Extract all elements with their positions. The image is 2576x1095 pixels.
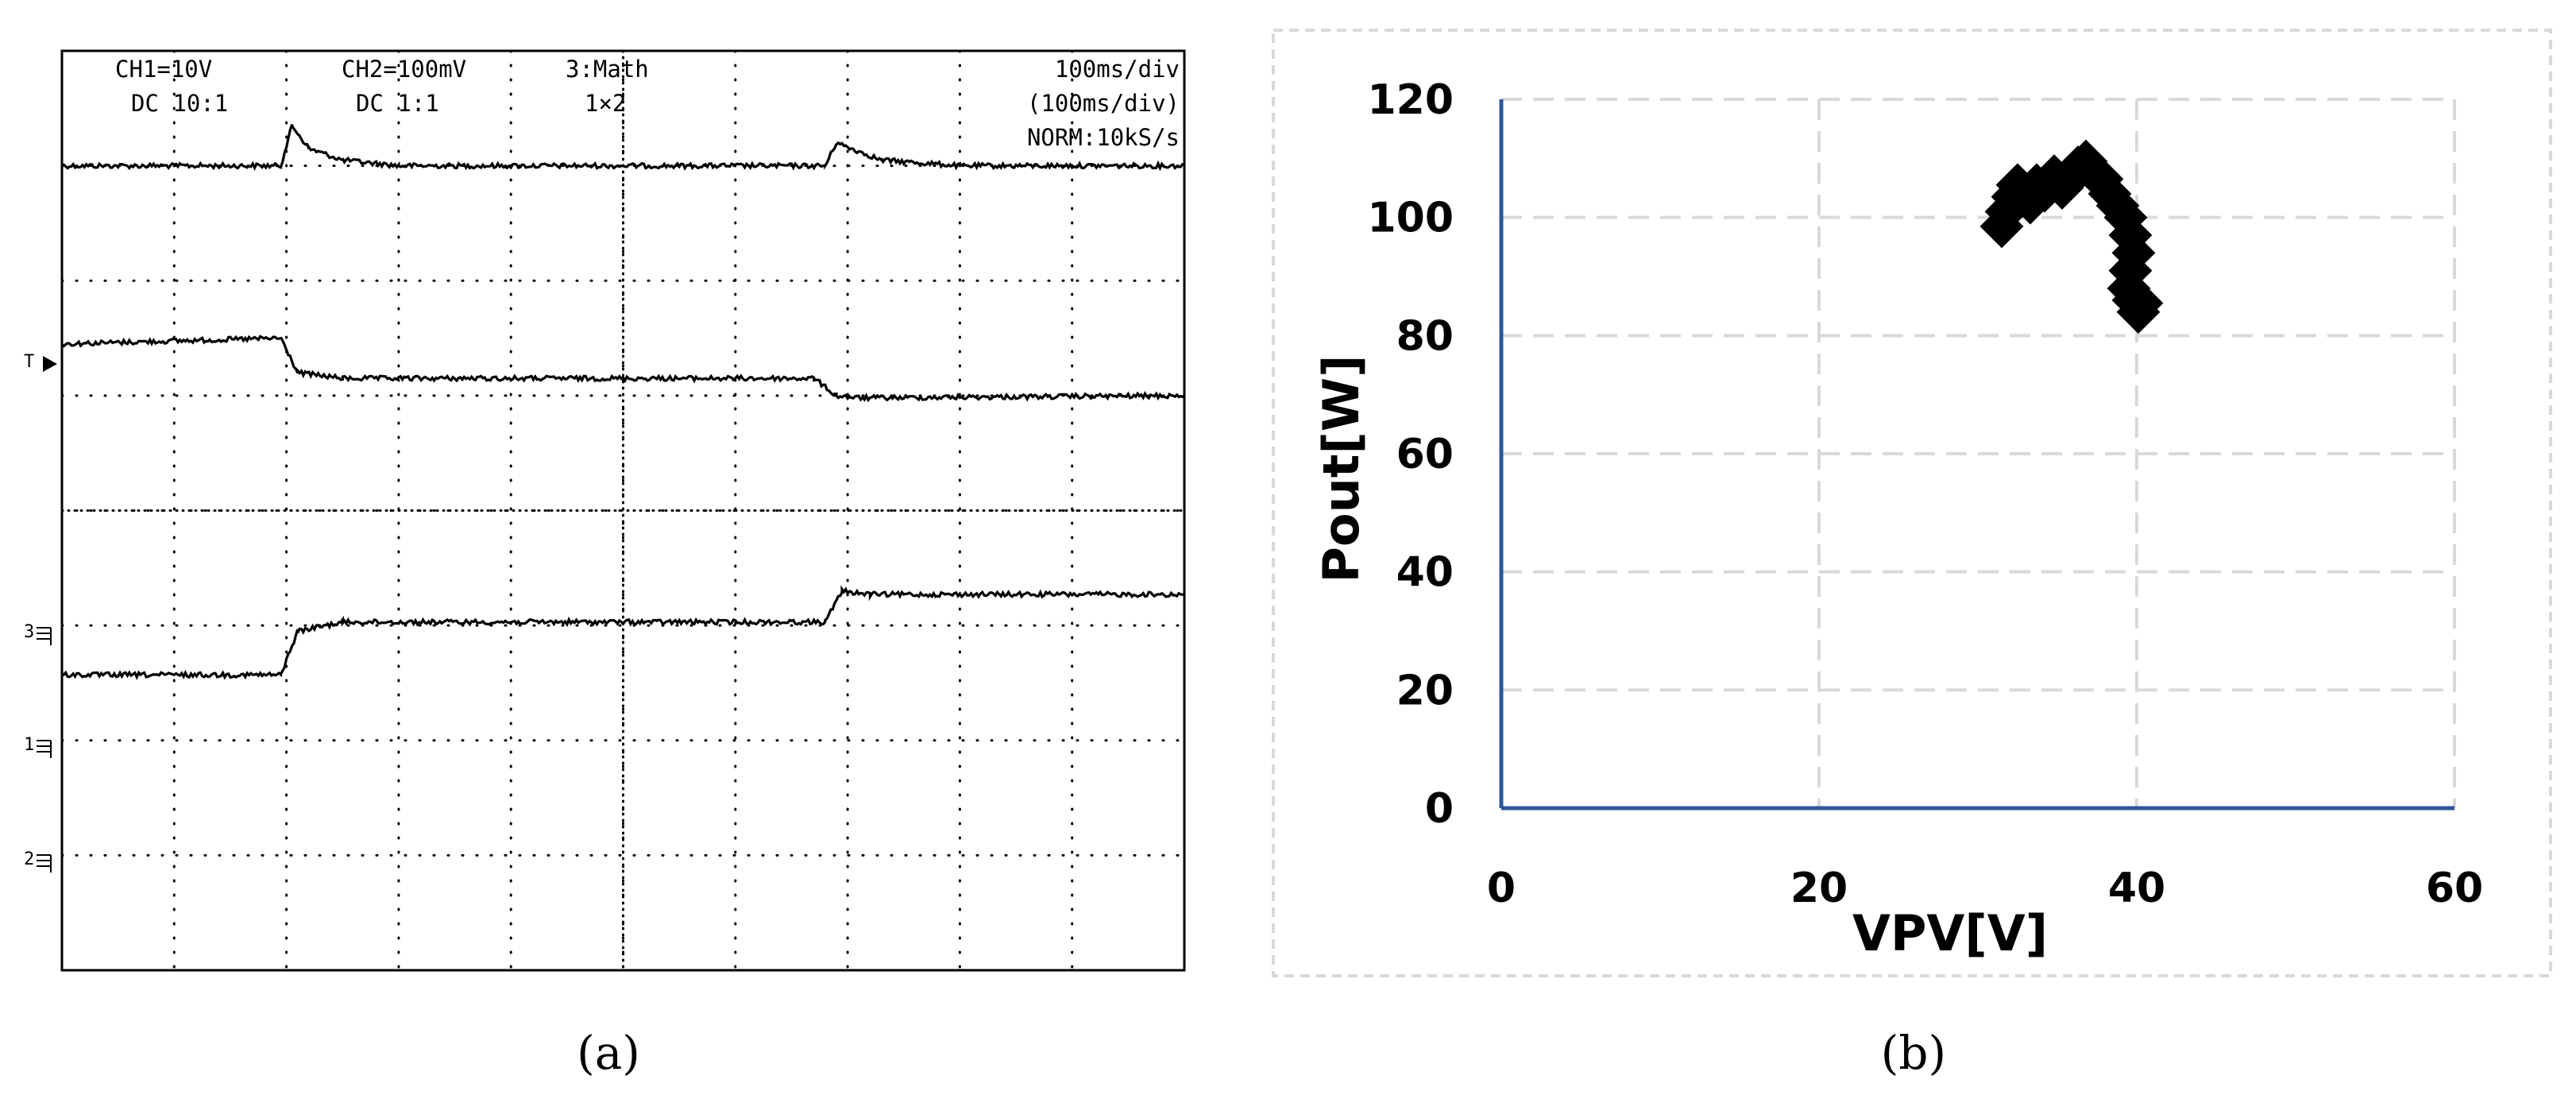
scatter-tick-labels: 0 20 40 60 80 100 120 0 20 40 60 [1367, 76, 2483, 912]
scatter-grid [1501, 98, 2456, 808]
y-tick-label: 60 [1396, 431, 1454, 478]
oscilloscope-trace-1 [60, 123, 1185, 172]
ch1-scale-label: CH1=10V [115, 56, 212, 83]
y-tick-label: 40 [1396, 549, 1454, 597]
trigger-arrow-icon [43, 356, 57, 372]
math-channel-label: 3:Math [566, 56, 649, 83]
math-operation-label: 1×2 [585, 90, 626, 117]
ch2-coupling-label: DC 1:1 [356, 90, 439, 117]
trigger-marker: T [24, 352, 57, 372]
scatter-points [1979, 139, 2164, 335]
ch3-marker-label: 3 [24, 622, 34, 642]
timebase-secondary-label: (100ms/div) [1027, 90, 1180, 117]
ground-icon [37, 854, 52, 873]
y-tick-label: 0 [1425, 785, 1454, 833]
oscilloscope-trace-2 [61, 335, 1185, 403]
x-tick-label: 60 [2426, 865, 2483, 912]
scatter-axes [1499, 99, 2454, 811]
ground-icon [37, 740, 52, 758]
timebase-label: 100ms/div [1055, 56, 1180, 83]
x-tick-label: 20 [1790, 865, 1848, 912]
ch3-ground-marker: 3 [24, 622, 52, 645]
ch1-marker-label: 1 [24, 735, 34, 755]
ch2-scale-label: CH2=100mV [342, 56, 466, 83]
oscilloscope-panel: CH1=10V DC 10:1 CH2=100mV DC 1:1 3:Math … [24, 49, 1186, 1080]
data-point [2119, 281, 2164, 325]
x-tick-label: 0 [1487, 865, 1516, 912]
y-tick-label: 80 [1396, 312, 1454, 360]
chart-area-border [1272, 29, 2552, 977]
y-tick-label: 120 [1367, 76, 1454, 124]
oscilloscope-grid [60, 49, 1186, 972]
ch1-ground-marker: 1 [24, 735, 52, 758]
trigger-marker-label: T [24, 352, 34, 372]
panel-a-caption: (a) [577, 1026, 640, 1080]
ch2-ground-marker: 2 [24, 849, 52, 873]
oscilloscope-trace-3 [61, 585, 1185, 680]
y-tick-label: 20 [1396, 667, 1454, 714]
x-tick-label: 40 [2108, 865, 2165, 912]
y-axis-title: Pout[W] [1312, 355, 1370, 583]
ch2-marker-label: 2 [24, 849, 34, 869]
panel-b-caption: (b) [1881, 1026, 1946, 1080]
y-tick-label: 100 [1367, 195, 1454, 242]
scatter-panel: 0 20 40 60 80 100 120 0 20 40 60 VPV[V] Pout[W] (b… [1272, 29, 2552, 1080]
x-axis-title: VPV[V] [1852, 904, 2048, 962]
sample-rate-label: NORM:10kS/s [1027, 124, 1180, 151]
oscilloscope-traces [60, 123, 1185, 680]
ch1-coupling-label: DC 10:1 [131, 90, 228, 117]
ground-icon [37, 627, 52, 645]
